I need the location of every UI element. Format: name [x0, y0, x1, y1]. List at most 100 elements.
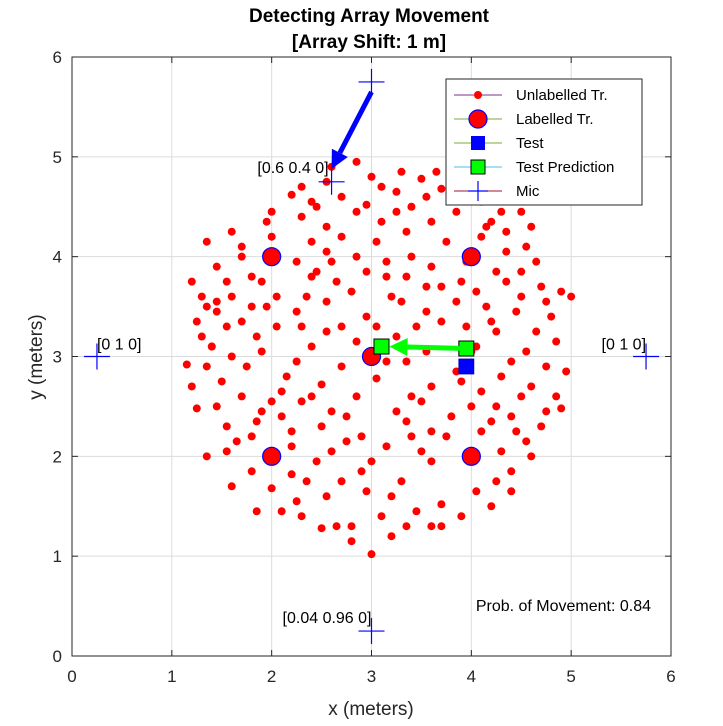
unlabelled-point — [272, 292, 281, 301]
legend-marker — [470, 159, 486, 175]
unlabelled-point — [502, 227, 511, 236]
legend-marker — [474, 91, 482, 99]
prediction-point — [373, 338, 390, 355]
unlabelled-point — [337, 362, 346, 371]
unlabelled-point — [432, 167, 441, 176]
unlabelled-point — [322, 327, 331, 336]
unlabelled-point — [252, 417, 261, 426]
unlabelled-point — [387, 532, 396, 541]
unlabelled-point — [507, 487, 516, 496]
unlabelled-point — [367, 457, 376, 466]
unlabelled-point — [457, 377, 466, 386]
unlabelled-point — [322, 247, 331, 256]
unlabelled-point — [477, 387, 486, 396]
unlabelled-point — [427, 262, 436, 271]
unlabelled-point — [362, 312, 371, 321]
test-point — [458, 358, 475, 375]
unlabelled-point — [302, 292, 311, 301]
unlabelled-point — [347, 537, 356, 546]
unlabelled-point — [472, 487, 481, 496]
unlabelled-point — [407, 202, 416, 211]
unlabelled-point — [507, 412, 516, 421]
unlabelled-point — [327, 257, 336, 266]
y-tick-label: 5 — [53, 148, 62, 167]
unlabelled-point — [372, 322, 381, 331]
unlabelled-point — [222, 447, 231, 456]
unlabelled-point — [417, 174, 426, 183]
unlabelled-point — [357, 432, 366, 441]
unlabelled-point — [417, 447, 426, 456]
annotations: [0.6 0.4 0] [0 1 0] [0 1 0] [0.04 0.96 0] Pr… — [97, 160, 651, 627]
unlabelled-point — [487, 417, 496, 426]
unlabelled-point — [327, 447, 336, 456]
unlabelled-point — [367, 172, 376, 181]
arrow-head — [331, 148, 348, 169]
unlabelled-point — [222, 322, 231, 331]
unlabelled-point — [542, 297, 551, 306]
annotation-text: [0 1 0] — [97, 337, 141, 354]
unlabelled-point — [352, 207, 361, 216]
unlabelled-point — [472, 287, 481, 296]
unlabelled-point — [332, 522, 341, 531]
unlabelled-point — [502, 277, 511, 286]
unlabelled-point — [517, 207, 526, 216]
unlabelled-point — [317, 422, 326, 431]
unlabelled-point — [507, 467, 516, 476]
chart-title: Detecting Array Movement — [249, 6, 490, 27]
unlabelled-point — [422, 192, 431, 201]
unlabelled-point — [292, 497, 301, 506]
unlabelled-point — [312, 457, 321, 466]
unlabelled-point — [337, 477, 346, 486]
labelled-point — [262, 247, 282, 267]
unlabelled-point — [392, 332, 401, 341]
x-axis-label: x (meters) — [328, 699, 414, 720]
unlabelled-point — [502, 247, 511, 256]
legend-entry: Unlabelled Tr. — [454, 87, 608, 104]
unlabelled-point — [187, 277, 196, 286]
unlabelled-point — [352, 252, 361, 261]
legend-entry: Test Prediction — [454, 159, 614, 176]
unlabelled-point — [427, 217, 436, 226]
unlabelled-point — [352, 337, 361, 346]
unlabelled-point — [437, 500, 446, 509]
unlabelled-point — [482, 302, 491, 311]
unlabelled-point — [307, 392, 316, 401]
unlabelled-point — [402, 357, 411, 366]
unlabelled-point — [537, 282, 546, 291]
unlabelled-point — [297, 212, 306, 221]
unlabelled-point — [227, 292, 236, 301]
unlabelled-point — [227, 352, 236, 361]
y-axis-label: y (meters) — [26, 314, 47, 400]
unlabelled-point — [532, 327, 541, 336]
unlabelled-point — [307, 272, 316, 281]
unlabelled-point — [292, 257, 301, 266]
legend: Unlabelled Tr. Labelled Tr. Test Test Predi… — [445, 78, 643, 206]
x-tick-label: 4 — [467, 667, 476, 686]
unlabelled-point — [297, 182, 306, 191]
unlabelled-point — [547, 312, 556, 321]
unlabelled-point — [287, 442, 296, 451]
unlabelled-point — [297, 397, 306, 406]
legend-entry: Test — [454, 135, 544, 152]
unlabelled-point — [497, 447, 506, 456]
unlabelled-point — [397, 297, 406, 306]
unlabelled-point — [517, 292, 526, 301]
x-tick-label: 6 — [666, 667, 675, 686]
unlabelled-point — [202, 362, 211, 371]
unlabelled-point — [357, 467, 366, 476]
unlabelled-point — [242, 362, 251, 371]
unlabelled-point — [267, 484, 276, 493]
arrow — [331, 90, 374, 169]
unlabelled-point — [427, 522, 436, 531]
annotation-text: [0.6 0.4 0] — [257, 160, 328, 177]
unlabelled-point — [442, 237, 451, 246]
unlabelled-point — [297, 512, 306, 521]
unlabelled-point — [322, 297, 331, 306]
data-points — [83, 68, 660, 645]
unlabelled-point — [257, 407, 266, 416]
y-tick-label: 4 — [53, 248, 62, 267]
unlabelled-point — [512, 427, 521, 436]
unlabelled-point — [527, 222, 536, 231]
unlabelled-point — [452, 207, 461, 216]
